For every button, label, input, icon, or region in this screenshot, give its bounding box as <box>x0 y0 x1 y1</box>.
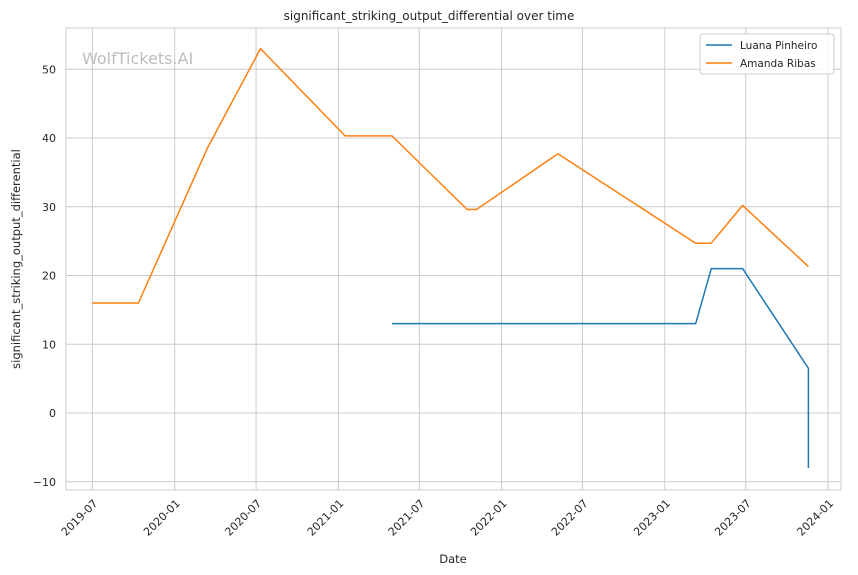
y-tick-label: 30 <box>42 201 56 214</box>
y-tick-label: −10 <box>33 476 56 489</box>
y-tick-label: 50 <box>42 63 56 76</box>
x-axis-title: Date <box>439 552 467 566</box>
watermark-text: WolfTickets.AI <box>82 49 193 68</box>
plot-area-frame <box>65 27 842 491</box>
legend-box <box>699 33 835 75</box>
legend-label-luana-pinheiro: Luana Pinheiro <box>740 40 817 52</box>
y-tick-label: 40 <box>42 132 56 145</box>
series-line-luana-pinheiro <box>392 267 810 468</box>
y-tick-label: 0 <box>49 407 56 420</box>
y-tick-label: 10 <box>42 338 56 351</box>
series-line-amanda-ribas <box>92 47 809 304</box>
legend-label-amanda-ribas: Amanda Ribas <box>740 58 816 70</box>
grid-lines <box>66 28 841 490</box>
legend: Luana Pinheiro Amanda Ribas <box>699 33 835 75</box>
series-lines <box>92 47 810 468</box>
y-tick-label: 20 <box>42 270 56 283</box>
chart-title: significant_striking_output_differential… <box>284 9 575 23</box>
y-axis-title: significant_striking_output_differential <box>9 149 23 369</box>
